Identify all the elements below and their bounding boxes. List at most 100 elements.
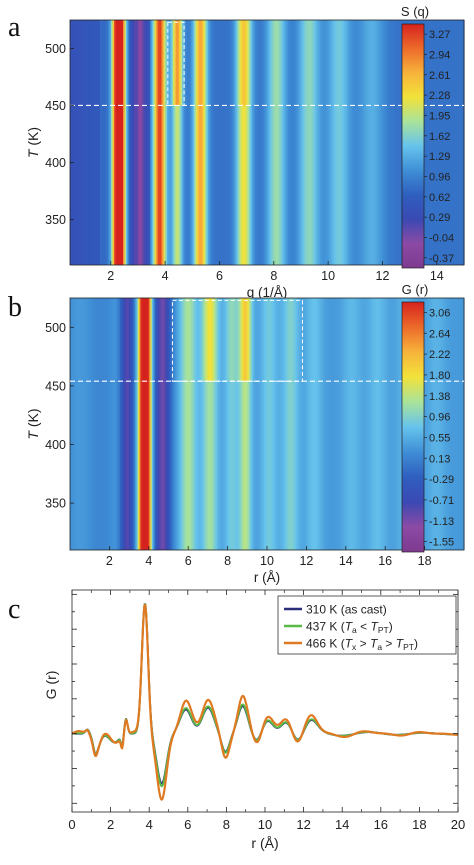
heatmap-cell-upper: [317, 298, 320, 382]
heatmap-cell-lower: [142, 381, 145, 550]
heatmap-cell-lower: [395, 105, 398, 265]
heatmap-cell-lower: [395, 381, 398, 550]
heatmap-cell-upper: [385, 20, 388, 106]
heatmap-cell-lower: [286, 381, 289, 550]
heatmap-cell-lower: [382, 105, 385, 265]
heatmap-cell-lower: [330, 381, 333, 550]
colorbar-title: S (q): [401, 4, 429, 19]
heatmap-cell-upper: [324, 20, 327, 106]
heatmap-cell-lower: [385, 105, 388, 265]
heatmap-cell-upper: [256, 298, 259, 382]
heatmap-cell-lower: [247, 381, 250, 550]
heatmap-cell-lower: [379, 105, 382, 265]
heatmap-cell-lower: [376, 381, 379, 550]
heatmap-cell-lower: [206, 381, 209, 550]
heatmap-cell-upper: [341, 20, 344, 106]
heatmap-cell-lower: [265, 105, 268, 265]
heatmap-cell-upper: [251, 20, 254, 106]
heatmap-cell-upper: [330, 20, 333, 106]
heatmap-cell-upper: [147, 20, 150, 106]
heatmap-cell-lower: [74, 381, 77, 550]
heatmap-cell-upper: [185, 20, 188, 106]
heatmap-cell-upper: [426, 298, 429, 382]
heatmap-cell-lower: [274, 381, 277, 550]
heatmap-cell-lower: [186, 381, 189, 550]
heatmap-cell-lower: [73, 381, 76, 550]
heatmap-cell-lower: [374, 105, 377, 265]
heatmap-cell-lower: [198, 381, 201, 550]
heatmap-cell-upper: [86, 298, 89, 382]
heatmap-cell-upper: [189, 298, 192, 382]
heatmap-cell-lower: [286, 105, 289, 265]
heatmap-cell-lower: [113, 381, 117, 550]
colorbar-tick-label: 3.27: [429, 29, 450, 41]
heatmap-cell-upper: [194, 20, 197, 106]
heatmap-cell-upper: [209, 298, 212, 382]
heatmap-cell-lower: [445, 381, 448, 550]
heatmap-cell-upper: [109, 20, 112, 106]
heatmap-cell-upper: [333, 20, 336, 106]
heatmap-cell-lower: [182, 105, 185, 265]
heatmap-cell-lower: [160, 381, 164, 550]
heatmap-cell-lower: [388, 381, 391, 550]
heatmap-cell-lower: [427, 381, 430, 550]
heatmap-cell-lower: [339, 105, 342, 265]
heatmap-cell-upper: [435, 20, 438, 106]
heatmap-cell-upper: [204, 298, 207, 382]
heatmap-cell-lower: [177, 105, 180, 265]
heatmap-cell-lower: [350, 381, 353, 550]
heatmap-cell-upper: [241, 20, 244, 106]
colorbar-title: G (r): [402, 282, 429, 297]
heatmap-cell-lower: [262, 105, 265, 265]
heatmap-cell-lower: [385, 381, 388, 550]
heatmap-cell-lower: [323, 105, 326, 265]
heatmap-cell-upper: [209, 20, 212, 106]
heatmap-cell-upper: [239, 20, 242, 106]
colorbar-tick-label: 2.61: [429, 70, 450, 82]
heatmap-cell-upper: [354, 298, 358, 382]
legend-label: 466 K (Tx > Ta > TPT): [306, 637, 418, 653]
heatmap-cell-upper: [324, 298, 327, 382]
heatmap-cell-lower: [183, 381, 186, 550]
heatmap-cell-lower: [230, 381, 233, 550]
heatmap-cell-upper: [254, 20, 257, 106]
heatmap-cell-lower: [460, 105, 464, 265]
heatmap-cell-lower: [439, 381, 442, 550]
heatmap-cell-upper: [295, 20, 298, 106]
heatmap-cell-lower: [312, 381, 315, 550]
heatmap-cell-lower: [315, 105, 318, 265]
heatmap-cell-upper: [71, 298, 74, 382]
heatmap-cell-lower: [83, 105, 86, 265]
heatmap-cell-upper: [456, 298, 459, 382]
heatmap-cell-lower: [456, 105, 459, 265]
heatmap-cell-lower: [329, 381, 332, 550]
heatmap-cell-upper: [123, 20, 126, 106]
heatmap-cell-lower: [444, 381, 447, 550]
heatmap-cell-lower: [447, 381, 450, 550]
heatmap-cell-lower: [424, 381, 427, 550]
heatmap-cell-lower: [342, 381, 345, 550]
heatmap-cell-upper: [356, 20, 359, 106]
heatmap-cell-upper: [138, 298, 141, 382]
heatmap-cell-upper: [165, 298, 168, 382]
heatmap-cell-upper: [133, 20, 136, 106]
panel-label-a: a: [8, 12, 21, 43]
colorbar-tick-label: 2.64: [429, 328, 450, 340]
heatmap-cell-lower: [141, 381, 144, 550]
heatmap-cell-upper: [94, 298, 97, 382]
heatmap-cell-upper: [282, 298, 285, 382]
heatmap-cell-upper: [433, 20, 436, 106]
heatmap-cell-upper: [124, 298, 127, 382]
x-tick-label: 20: [451, 817, 465, 832]
heatmap-cell-lower: [200, 381, 203, 550]
heatmap-cell-lower: [135, 381, 138, 550]
heatmap-cell-upper: [100, 298, 103, 382]
heatmap-cell-upper: [427, 298, 430, 382]
heatmap-cell-lower: [338, 381, 341, 550]
heatmap-cell-upper: [179, 298, 182, 382]
heatmap-cell-upper: [335, 298, 338, 382]
heatmap-cell-lower: [383, 105, 386, 265]
heatmap-cell-upper: [176, 20, 179, 106]
heatmap-cell-upper: [323, 298, 326, 382]
heatmap-cell-upper: [89, 298, 92, 382]
